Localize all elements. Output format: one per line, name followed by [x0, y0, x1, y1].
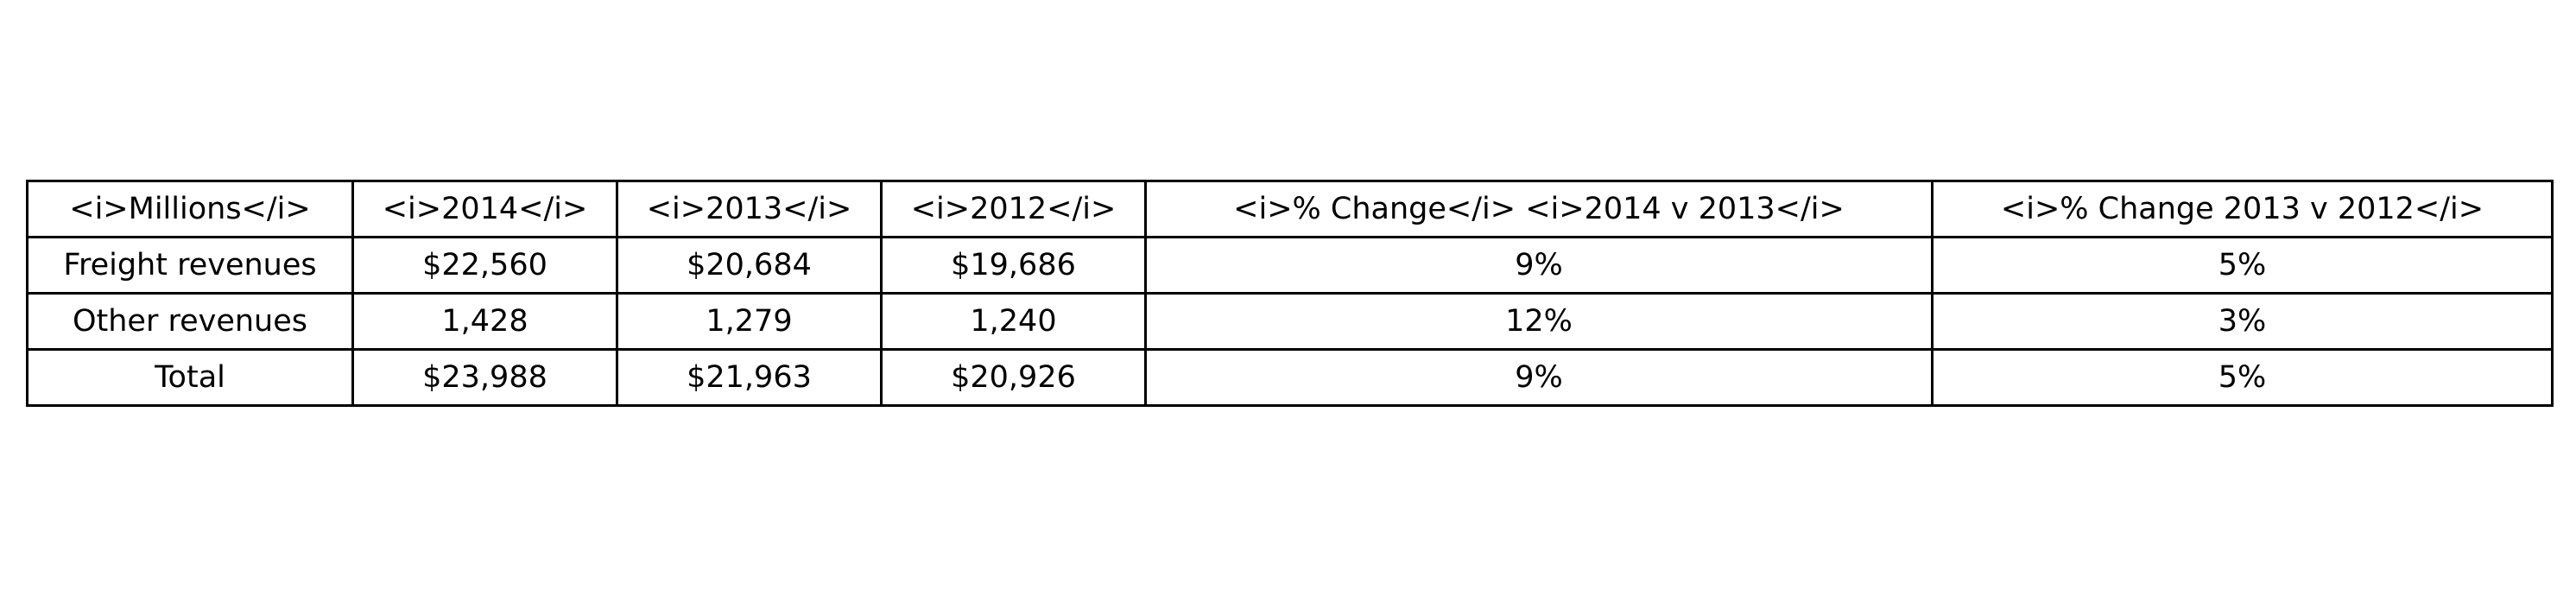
- table-row: Other revenues 1,428 1,279 1,240 12% 3%: [26, 292, 2554, 351]
- cell-freight-2012: $19,686: [880, 236, 1147, 295]
- cell-freight-change-2013-v-2012: 5%: [1931, 236, 2554, 295]
- cell-total-2014: $23,988: [351, 348, 618, 407]
- revenue-table-container: <i>Millions</i> <i>2014</i> <i>2013</i> …: [26, 180, 2554, 407]
- table-header-row: <i>Millions</i> <i>2014</i> <i>2013</i> …: [26, 180, 2554, 238]
- row-label-freight-revenues: Freight revenues: [26, 236, 354, 295]
- cell-total-2013: $21,963: [616, 348, 883, 407]
- cell-other-2012: 1,240: [880, 292, 1147, 351]
- row-label-other-revenues: Other revenues: [26, 292, 354, 351]
- cell-total-change-2013-v-2012: 5%: [1931, 348, 2554, 407]
- cell-freight-2013: $20,684: [616, 236, 883, 295]
- table-row: Freight revenues $22,560 $20,684 $19,686…: [26, 236, 2554, 295]
- cell-other-2014: 1,428: [351, 292, 618, 351]
- revenue-table: <i>Millions</i> <i>2014</i> <i>2013</i> …: [26, 180, 2554, 407]
- cell-total-2012: $20,926: [880, 348, 1147, 407]
- header-change-2013-v-2012: <i>% Change 2013 v 2012</i>: [1931, 180, 2554, 238]
- table-row: Total $23,988 $21,963 $20,926 9% 5%: [26, 348, 2554, 407]
- header-change-2014-v-2013: <i>% Change</i> <i>2014 v 2013</i>: [1144, 180, 1934, 238]
- cell-other-2013: 1,279: [616, 292, 883, 351]
- row-label-total: Total: [26, 348, 354, 407]
- cell-total-change-2014-v-2013: 9%: [1144, 348, 1934, 407]
- header-2014: <i>2014</i>: [351, 180, 618, 238]
- cell-other-change-2014-v-2013: 12%: [1144, 292, 1934, 351]
- header-2012: <i>2012</i>: [880, 180, 1147, 238]
- header-2013: <i>2013</i>: [616, 180, 883, 238]
- header-millions: <i>Millions</i>: [26, 180, 354, 238]
- cell-freight-2014: $22,560: [351, 236, 618, 295]
- cell-other-change-2013-v-2012: 3%: [1931, 292, 2554, 351]
- cell-freight-change-2014-v-2013: 9%: [1144, 236, 1934, 295]
